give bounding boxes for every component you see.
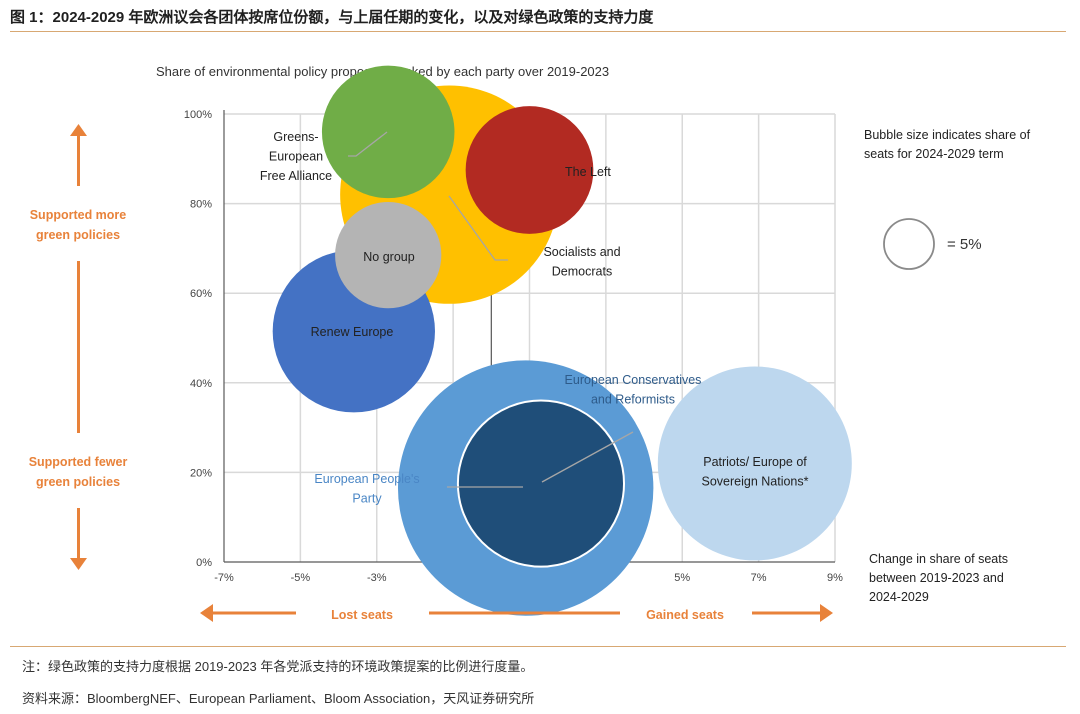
bubble-label: Free Alliance <box>260 169 332 183</box>
legend-text: seats for 2024-2029 term <box>864 147 1004 161</box>
bubble-greens-european-free-alliance <box>321 65 455 199</box>
legend-reference-label: = 5% <box>947 236 982 253</box>
bubble-label: Renew Europe <box>311 325 394 339</box>
arrow-mid-shaft <box>77 261 80 433</box>
bubble-label: Patriots/ Europe of <box>703 455 807 469</box>
arrow-down-head <box>70 558 87 570</box>
x-tick-label: -5% <box>291 572 311 584</box>
title-divider <box>10 31 1066 32</box>
x-axis-title: between 2019-2023 and <box>869 571 1004 585</box>
x-tick-label: -7% <box>214 572 234 584</box>
y-annotation-up: Supported more <box>30 208 127 222</box>
x-tick-label: -3% <box>367 572 387 584</box>
y-annotation-down: Supported fewer <box>29 455 128 469</box>
leader-socialists <box>448 195 508 261</box>
arrow-down-shaft <box>77 508 80 558</box>
x-axis-title: 2024-2029 <box>869 590 929 604</box>
arrow-right-head <box>820 604 833 622</box>
bubble-label: Greens- <box>273 130 318 144</box>
bubble-label: Socialists and <box>543 245 620 259</box>
y-tick-label: 20% <box>190 467 212 479</box>
x-tick-label: 7% <box>751 572 767 584</box>
bubble-label: and Reformists <box>591 393 675 407</box>
bubble-no-group <box>335 201 442 309</box>
bubble-label: European People's <box>314 472 419 486</box>
legend-reference-bubble <box>883 218 935 270</box>
source-note: 资料来源：BloombergNEF、European Parliament、Bl… <box>22 691 535 706</box>
bubble-label: No group <box>363 250 414 264</box>
bubble-label: Democrats <box>552 265 612 279</box>
arrow-left-head <box>200 604 213 622</box>
y-annotation-down: green policies <box>36 475 120 489</box>
x-tick-label: 9% <box>827 572 843 584</box>
leader-greens <box>348 131 388 157</box>
y-tick-label: 100% <box>184 109 212 121</box>
arrow-up-head <box>70 124 87 136</box>
bubble-label: European Conservatives <box>565 373 702 387</box>
y-tick-label: 40% <box>190 378 212 390</box>
arrow-right-shaft <box>752 611 822 615</box>
y-tick-label: 60% <box>190 288 212 300</box>
x-annotation-left: Lost seats <box>331 608 393 622</box>
bubble-the-left <box>465 106 594 234</box>
bubble-european-conservatives-and-reformists <box>456 399 626 568</box>
y-annotation-up: green policies <box>36 228 120 242</box>
arrow-up-shaft <box>77 134 80 186</box>
bubble-patriots-europe-of-sovereign-nations <box>657 366 852 561</box>
x-axis-title: Change in share of seats <box>869 552 1008 566</box>
legend-text: Bubble size indicates share of <box>864 128 1031 142</box>
leader-ecr <box>541 431 634 483</box>
bubble-label: European <box>269 150 323 164</box>
bubble-label: Party <box>352 492 382 506</box>
bubble-label: The Left <box>565 165 611 179</box>
arrow-center-shaft <box>429 611 620 615</box>
x-tick-label: 5% <box>674 572 690 584</box>
figure-title: 图 1：2024-2029 年欧洲议会各团体按席位份额，与上届任期的变化，以及对… <box>10 9 654 26</box>
bubble-label: Sovereign Nations* <box>701 475 808 489</box>
x-annotation-right: Gained seats <box>646 608 724 622</box>
y-tick-label: 0% <box>196 557 212 569</box>
arrow-left-shaft <box>212 611 296 615</box>
y-tick-label: 80% <box>190 199 212 211</box>
footnote: 注：绿色政策的支持力度根据 2019-2023 年各党派支持的环境政策提案的比例… <box>22 659 534 674</box>
footer-divider <box>10 646 1066 647</box>
